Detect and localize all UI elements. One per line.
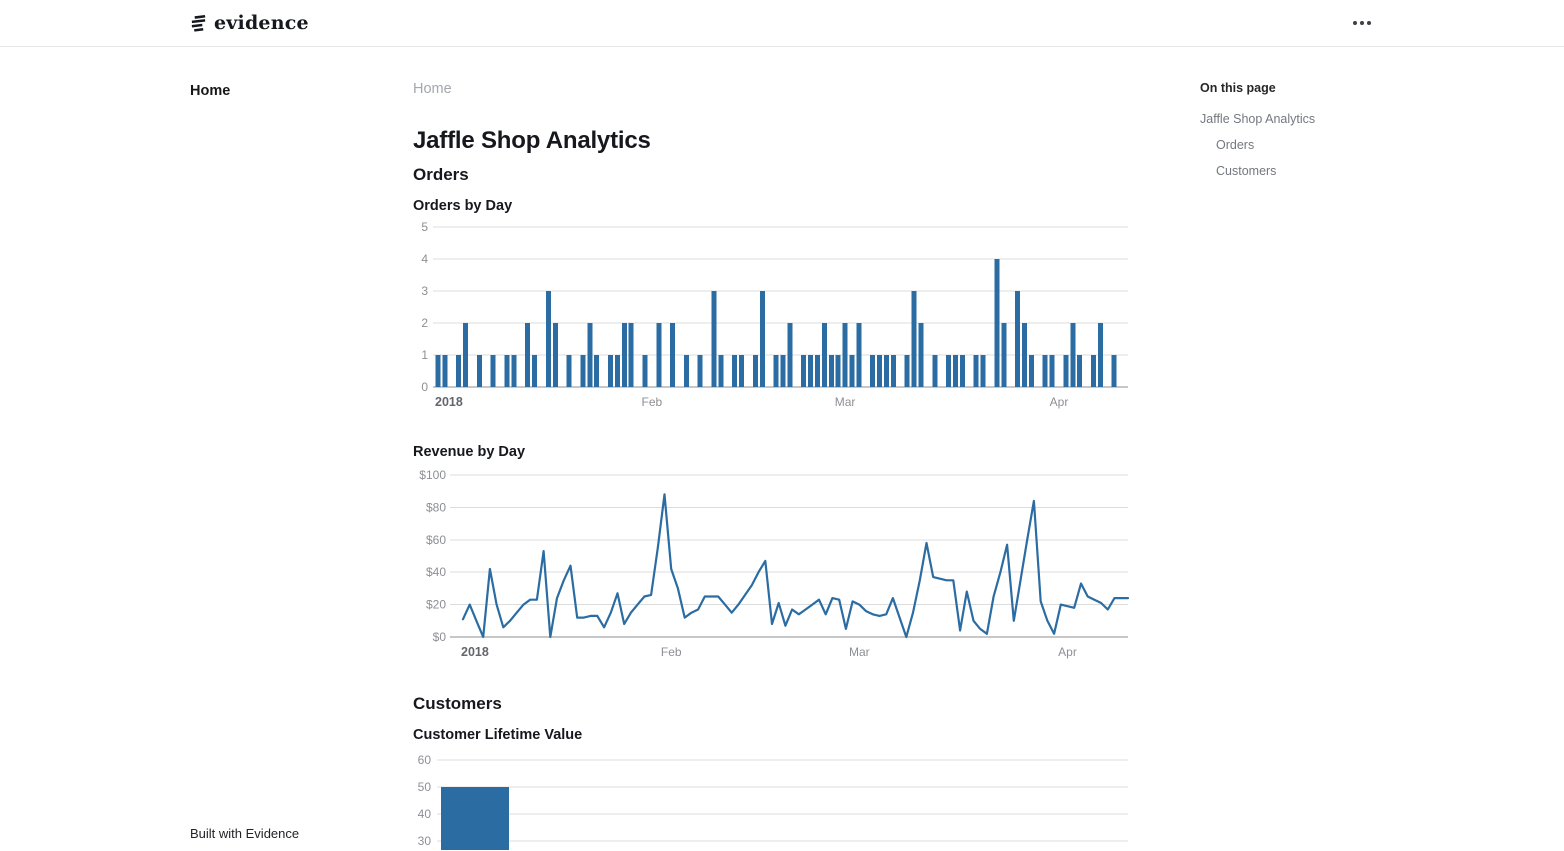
sidebar-item-home[interactable]: Home (190, 83, 231, 99)
evidence-logo-icon (191, 14, 206, 32)
svg-text:$0: $0 (433, 630, 447, 644)
on-this-page: On this page Jaffle Shop Analytics Order… (1200, 47, 1374, 190)
section-heading-customers: Customers (413, 694, 502, 713)
top-header: evidence (0, 0, 1564, 47)
more-menu-button[interactable] (1350, 14, 1374, 32)
svg-text:60: 60 (418, 753, 432, 767)
svg-text:2: 2 (421, 316, 428, 330)
svg-text:$100: $100 (419, 468, 446, 482)
evidence-logo-text: evidence (214, 12, 309, 34)
toc-link-jaffle-shop-analytics[interactable]: Jaffle Shop Analytics (1200, 112, 1316, 126)
svg-text:5: 5 (421, 220, 428, 234)
svg-text:Mar: Mar (849, 645, 870, 659)
svg-text:$40: $40 (426, 565, 446, 579)
svg-text:4: 4 (421, 252, 428, 266)
built-with-evidence-link[interactable]: Built with Evidence (190, 826, 300, 841)
toc-link-orders[interactable]: Orders (1216, 138, 1255, 152)
svg-text:2018: 2018 (461, 645, 489, 659)
chart-title-orders-by-day: Orders by Day (413, 198, 513, 214)
svg-text:Mar: Mar (835, 395, 856, 409)
svg-text:2018: 2018 (435, 395, 463, 409)
customer-lifetime-value-chart: 60 50 40 30 (418, 753, 1128, 850)
chart-title-customer-lifetime-value: Customer Lifetime Value (413, 727, 583, 743)
svg-text:Feb: Feb (661, 645, 682, 659)
svg-text:Apr: Apr (1058, 645, 1077, 659)
svg-text:Feb: Feb (642, 395, 663, 409)
page-title: Jaffle Shop Analytics (413, 127, 651, 154)
three-dots-icon (1353, 21, 1371, 25)
toc-heading: On this page (1200, 81, 1276, 95)
svg-text:30: 30 (418, 834, 432, 848)
breadcrumb[interactable]: Home (413, 81, 452, 97)
toc-link-customers[interactable]: Customers (1216, 164, 1277, 178)
svg-text:50: 50 (418, 780, 432, 794)
svg-text:$20: $20 (426, 598, 446, 612)
section-heading-orders: Orders (413, 165, 469, 184)
svg-text:$60: $60 (426, 533, 446, 547)
chart-title-revenue-by-day: Revenue by Day (413, 444, 526, 460)
svg-text:0: 0 (421, 380, 428, 394)
revenue-by-day-chart: $0 $20 $40 $60 $80 $100 2018 Feb Mar Apr (419, 468, 1130, 659)
svg-text:Apr: Apr (1050, 395, 1069, 409)
svg-text:40: 40 (418, 807, 432, 821)
main-content: Home Jaffle Shop Analytics Orders Orders… (413, 47, 1130, 850)
svg-text:$80: $80 (426, 500, 446, 514)
sidebar: Home (190, 47, 413, 99)
svg-text:3: 3 (421, 284, 428, 298)
svg-text:1: 1 (421, 348, 428, 362)
evidence-logo[interactable]: evidence (190, 12, 309, 34)
orders-by-day-chart: 0 1 2 3 4 5 2018 Feb Mar Apr (421, 220, 1128, 409)
